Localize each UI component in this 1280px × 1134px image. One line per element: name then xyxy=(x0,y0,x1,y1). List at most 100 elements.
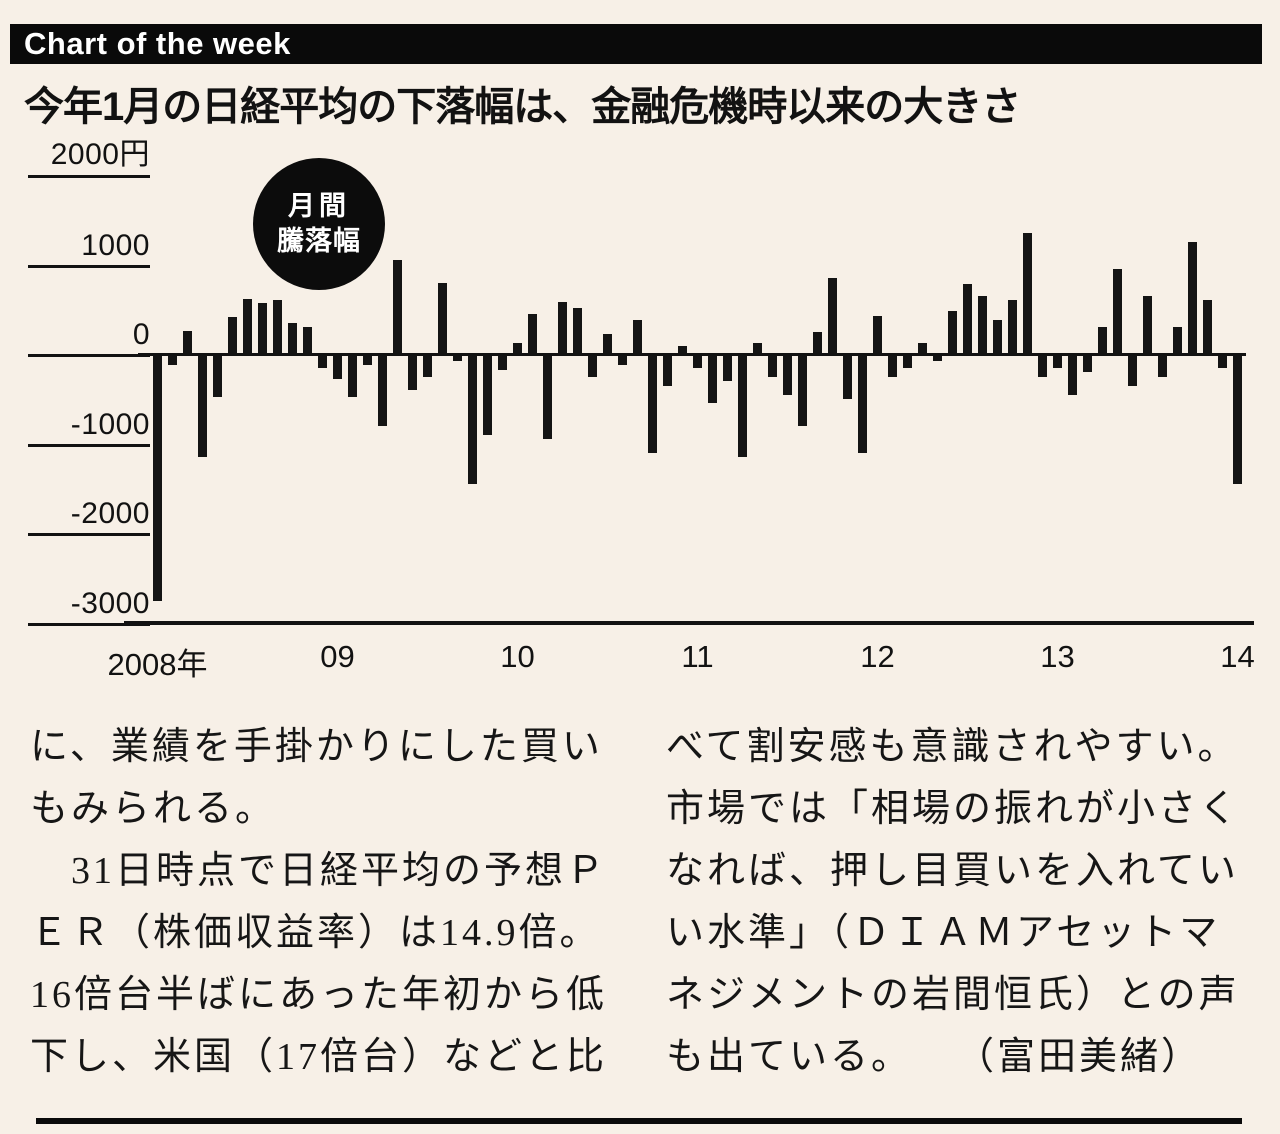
article-line: い水準」（ＤＩＡＭアセットマ xyxy=(666,912,1221,954)
bar-month-51 xyxy=(918,342,927,355)
bar-month-2 xyxy=(183,330,192,355)
bar-month-47 xyxy=(858,354,867,453)
bar-month-44 xyxy=(813,331,822,355)
article-left-column: に、業績を手掛かりにした買い もみられる。 31日時点で日経平均の予想Ｐ ＥＲ（… xyxy=(30,716,620,1088)
bar-month-46 xyxy=(843,354,852,399)
chart-headline: 今年1月の日経平均の下落幅は、金融危機時以来の大きさ xyxy=(24,85,1021,129)
bar-month-29 xyxy=(588,354,597,377)
bar-month-43 xyxy=(798,354,807,426)
bar-month-16 xyxy=(393,260,402,355)
bar-month-69 xyxy=(1188,242,1197,355)
y-axis-label: 2000円 xyxy=(28,129,150,178)
article-line: べて割安感も意識されやすい。 xyxy=(666,726,1239,768)
bottom-divider xyxy=(36,1118,1242,1124)
bar-month-32 xyxy=(633,320,642,355)
bar-month-15 xyxy=(378,354,387,426)
article-body: に、業績を手掛かりにした買い もみられる。 31日時点で日経平均の予想Ｐ ＥＲ（… xyxy=(30,716,1256,1088)
bar-month-48 xyxy=(873,315,882,355)
bar-month-54 xyxy=(963,284,972,355)
bar-month-35 xyxy=(678,346,687,355)
bar-month-59 xyxy=(1038,354,1047,377)
bar-month-1 xyxy=(168,354,177,365)
bar-month-67 xyxy=(1158,354,1167,377)
zero-axis-line xyxy=(138,353,1246,356)
bar-month-0 xyxy=(153,354,162,601)
y-axis-label: -2000 xyxy=(28,497,150,537)
bar-month-62 xyxy=(1083,354,1092,373)
bar-month-34 xyxy=(663,354,672,386)
y-axis-label: 1000 xyxy=(28,229,150,268)
x-axis-label: 13 xyxy=(1040,639,1075,674)
bar-month-39 xyxy=(738,354,747,458)
bar-month-33 xyxy=(648,354,657,453)
bar-month-52 xyxy=(933,354,942,362)
section-banner-title: Chart of the week xyxy=(24,26,291,61)
bar-month-12 xyxy=(333,354,342,380)
y-axis-label: -1000 xyxy=(28,408,150,447)
article-line: もみられる。 xyxy=(30,788,277,830)
bar-month-22 xyxy=(483,354,492,435)
bar-month-42 xyxy=(783,354,792,395)
article-line: 下し、米国（17倍台）などと比 xyxy=(30,1036,608,1078)
bar-month-66 xyxy=(1143,295,1152,355)
bar-month-26 xyxy=(543,354,552,440)
article-line: も出ている。 （富田美緒） xyxy=(666,1036,1203,1078)
x-axis-label: 2008年 xyxy=(107,647,208,682)
bar-month-7 xyxy=(258,303,267,355)
bar-month-70 xyxy=(1203,300,1212,355)
bar-month-68 xyxy=(1173,327,1182,355)
bar-month-18 xyxy=(423,354,432,377)
bar-month-38 xyxy=(723,354,732,382)
x-axis-label: 10 xyxy=(500,639,535,674)
chart-plot-area xyxy=(0,130,1280,690)
article-line: ネジメントの岩間恒氏）との声 xyxy=(666,974,1240,1016)
article-line: 市場では「相場の振れが小さく xyxy=(666,788,1241,830)
bar-month-63 xyxy=(1098,327,1107,355)
bar-month-40 xyxy=(753,342,762,355)
bar-month-55 xyxy=(978,295,987,355)
bar-month-60 xyxy=(1053,354,1062,368)
section-banner: Chart of the week xyxy=(10,24,1262,64)
bar-month-50 xyxy=(903,354,912,368)
bar-month-23 xyxy=(498,354,507,371)
article-line: に、業績を手掛かりにした買い xyxy=(30,726,603,768)
bar-month-21 xyxy=(468,354,477,485)
bar-month-25 xyxy=(528,313,537,355)
y-axis-label: 0 xyxy=(28,318,150,358)
bar-month-57 xyxy=(1008,300,1017,355)
bar-month-71 xyxy=(1218,354,1227,368)
article-line: 31日時点で日経平均の予想Ｐ xyxy=(30,850,608,892)
bar-month-6 xyxy=(243,298,252,355)
bar-month-17 xyxy=(408,354,417,391)
x-axis-label: 11 xyxy=(681,639,714,674)
bar-month-3 xyxy=(198,354,207,458)
bar-month-5 xyxy=(228,316,237,355)
bar-month-10 xyxy=(303,327,312,355)
bar-month-56 xyxy=(993,320,1002,355)
bar-month-37 xyxy=(708,354,717,404)
bar-month-45 xyxy=(828,278,837,355)
bar-month-30 xyxy=(603,334,612,355)
bar-month-72 xyxy=(1233,354,1242,485)
bar-month-61 xyxy=(1068,354,1077,395)
badge-line-1: 月間 xyxy=(288,190,350,221)
bar-month-64 xyxy=(1113,269,1122,355)
bar-month-65 xyxy=(1128,354,1137,386)
bar-month-14 xyxy=(363,354,372,365)
bar-month-11 xyxy=(318,354,327,368)
article-line: なれば、押し目買いを入れてい xyxy=(666,850,1239,892)
bar-month-13 xyxy=(348,354,357,398)
article-line: 16倍台半ばにあった年初から低 xyxy=(30,974,608,1016)
bar-month-19 xyxy=(438,282,447,355)
article-line: ＥＲ（株価収益率）は14.9倍。 xyxy=(30,912,601,954)
bar-month-53 xyxy=(948,311,957,355)
bar-month-58 xyxy=(1023,233,1032,355)
bar-month-36 xyxy=(693,354,702,368)
bar-month-49 xyxy=(888,354,897,377)
bottom-axis-line xyxy=(124,621,1254,625)
y-axis-label: -3000 xyxy=(28,587,150,626)
bar-month-8 xyxy=(273,300,282,355)
badge-line-2: 騰落幅 xyxy=(277,226,361,256)
bar-month-27 xyxy=(558,302,567,355)
bar-month-41 xyxy=(768,354,777,377)
